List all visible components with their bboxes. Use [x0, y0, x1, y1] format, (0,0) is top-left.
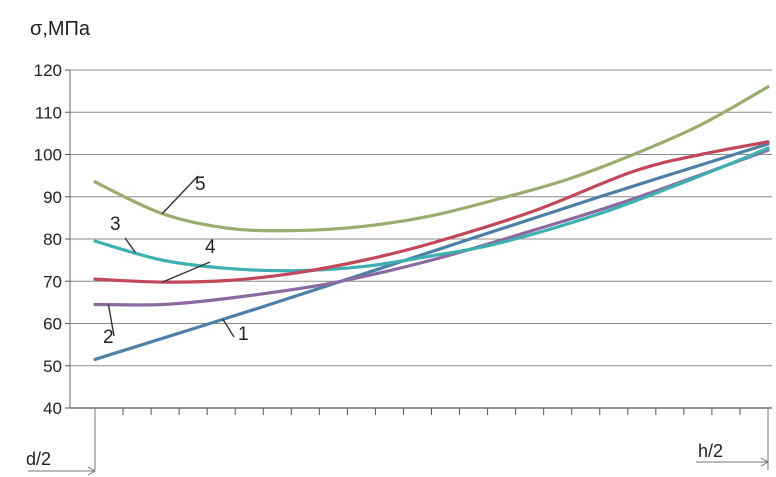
- series-4-label: 4: [205, 237, 216, 258]
- series-5-leader: [161, 175, 199, 215]
- series-1-line: [93, 142, 770, 362]
- series-lines: [93, 85, 770, 362]
- grid: [65, 69, 772, 409]
- y-axis-title: σ,МПа: [30, 18, 91, 40]
- start-arrow-head: [87, 466, 97, 476]
- curve-label-leaders: [107, 175, 235, 338]
- series-2-line: [93, 148, 770, 307]
- y-tick-label: 70: [43, 272, 62, 291]
- y-tick-label: 110: [35, 103, 62, 122]
- y-tick-labels: 40 50 60 70 80 90 100 110 120: [34, 61, 62, 418]
- series-3-leader: [124, 237, 136, 253]
- y-tick-label: 50: [43, 357, 62, 376]
- curve-labels: 1 2 3 4 5: [103, 174, 249, 348]
- end-arrow-head: [760, 457, 770, 467]
- y-tick-label: 80: [43, 230, 62, 249]
- series-1-leader: [222, 318, 235, 338]
- series-1-label: 1: [238, 324, 249, 345]
- y-tick-label: 40: [43, 399, 62, 418]
- series-4-leader: [162, 261, 211, 283]
- series-4-line: [93, 140, 770, 284]
- series-5-label: 5: [195, 174, 206, 195]
- series-2-leader: [107, 304, 115, 337]
- series-3-label: 3: [110, 214, 121, 235]
- y-tick-label: 100: [34, 146, 62, 165]
- series-5-line: [93, 85, 770, 233]
- series-2-label: 2: [103, 327, 114, 348]
- y-tick-label: 90: [43, 188, 62, 207]
- x-start-label: d/2: [26, 449, 51, 469]
- y-tick-label: 60: [43, 315, 62, 334]
- x-axis: [28, 407, 772, 476]
- y-tick-label: 120: [34, 61, 62, 80]
- x-end-label: h/2: [698, 441, 723, 461]
